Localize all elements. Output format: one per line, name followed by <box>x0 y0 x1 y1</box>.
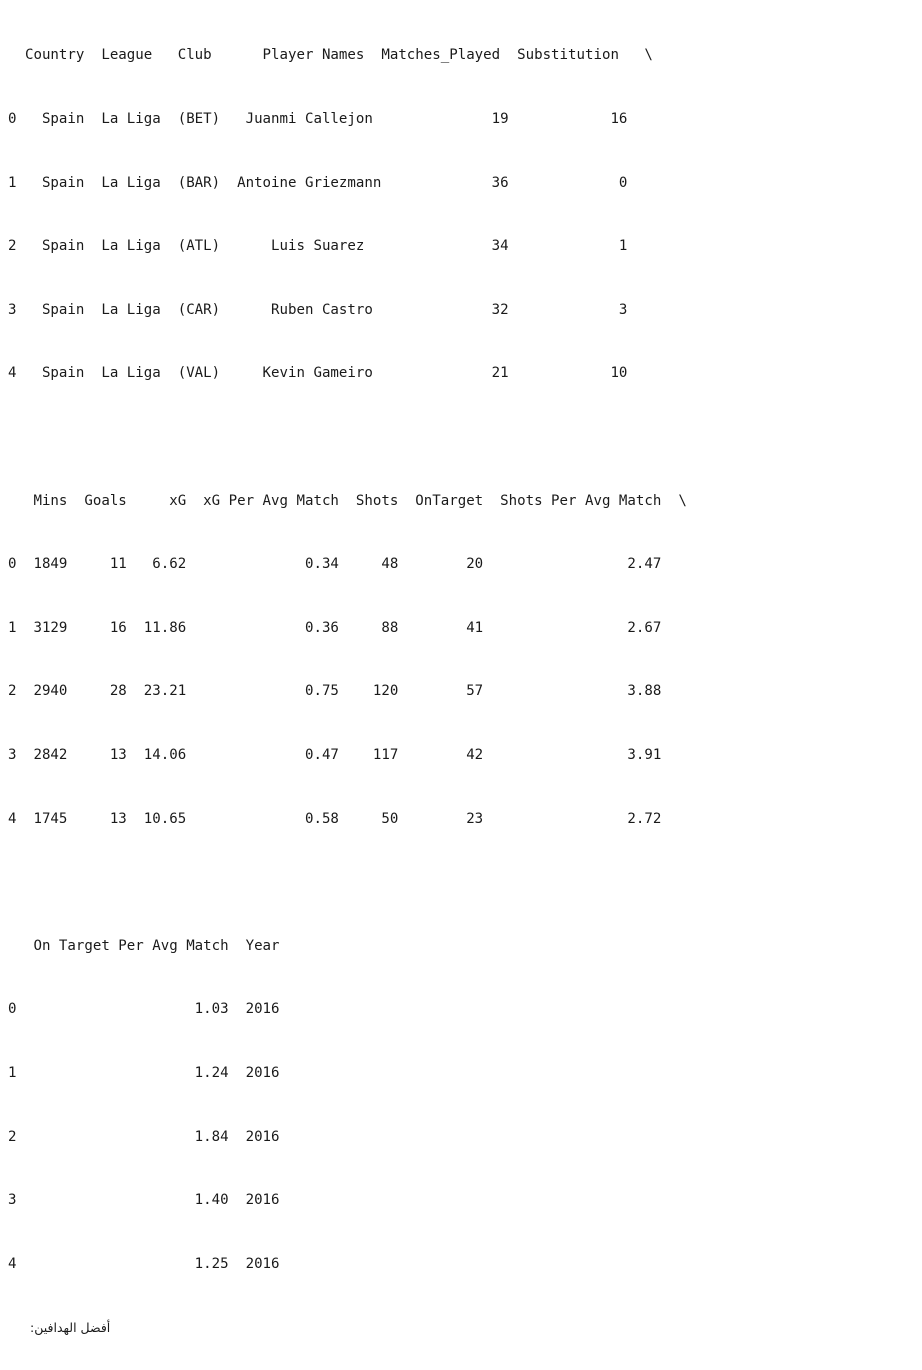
dataframe-part-3: On Target Per Avg Match Year 0 1.03 2016… <box>8 893 687 1317</box>
dataframe-header: Mins Goals xG xG Per Avg Match Shots OnT… <box>8 492 687 509</box>
dataframe-row: 4 1745 13 10.65 0.58 50 23 2.72 <box>8 810 662 827</box>
top-scorers-label: أفضل الهدافين: <box>30 1320 111 1336</box>
dataframe-row: 4 Spain La Liga (VAL) Kevin Gameiro 21 1… <box>8 365 628 382</box>
top-scorers-table: Player Names Goals Matches_Played Goals_… <box>8 1338 687 1370</box>
dataframe-row: 0 1849 11 6.62 0.34 48 20 2.47 <box>8 556 662 573</box>
spacer <box>8 427 687 448</box>
dataframe-part-1: Country League Club Player Names Matches… <box>8 3 687 427</box>
spacer <box>8 872 687 893</box>
dataframe-row: 0 1.03 2016 <box>8 1001 280 1018</box>
notebook-output: Country League Club Player Names Matches… <box>8 3 687 1370</box>
dataframe-row: 0 Spain La Liga (BET) Juanmi Callejon 19… <box>8 111 628 127</box>
dataframe-row: 2 1.84 2016 <box>8 1128 280 1145</box>
dataframe-header: Country League Club Player Names Matches… <box>8 47 653 64</box>
dataframe-row: 3 1.40 2016 <box>8 1192 280 1209</box>
dataframe-row: 1 1.24 2016 <box>8 1064 280 1081</box>
dataframe-part-2: Mins Goals xG xG Per Avg Match Shots OnT… <box>8 448 687 872</box>
dataframe-row: 1 3129 16 11.86 0.36 88 41 2.67 <box>8 619 662 636</box>
dataframe-header: On Target Per Avg Match Year <box>8 937 280 954</box>
dataframe-row: 3 2842 13 14.06 0.47 117 42 3.91 <box>8 746 662 763</box>
dataframe-row: 2 Spain La Liga (ATL) Luis Suarez 34 1 <box>8 238 628 255</box>
dataframe-row: 1 Spain La Liga (BAR) Antoine Griezmann … <box>8 174 628 191</box>
dataframe-row: 4 1.25 2016 <box>8 1255 280 1272</box>
dataframe-row: 3 Spain La Liga (CAR) Ruben Castro 32 3 <box>8 301 628 318</box>
